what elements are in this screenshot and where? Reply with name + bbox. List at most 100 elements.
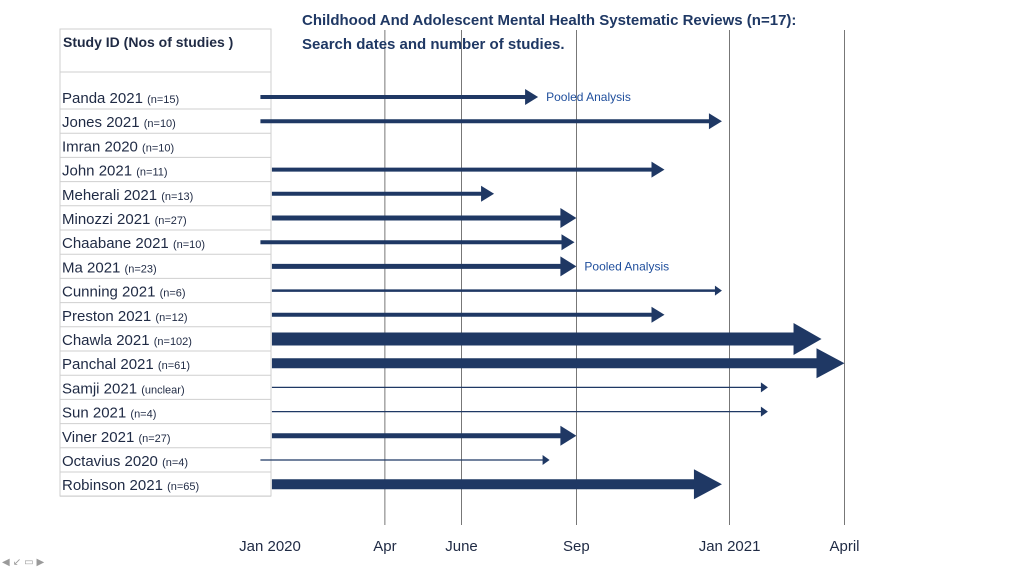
study-count: (n=15) [147,94,179,106]
slide-nav-toolbar: ◀ ↙ ▭ ▶ [2,558,44,568]
study-count: (n=4) [162,457,188,469]
study-label: Chaabane 2021 (n=10) [62,235,205,252]
arrow-head [542,455,550,465]
study-count: (n=65) [167,481,199,493]
study-count: (n=23) [125,263,157,275]
study-count: (n=102) [154,336,192,348]
study-label: Samji 2021 (unclear) [62,380,185,397]
study-name: Panda 2021 [62,90,147,107]
arrow-head [714,285,722,296]
study-arrow [271,161,665,178]
study-arrow [271,185,495,202]
study-arrow [260,455,550,465]
study-count: (n=10) [144,118,176,130]
study-count: (n=27) [138,433,170,445]
study-count: (n=4) [130,409,156,421]
x-tick-label: April [829,538,859,555]
study-arrows: Pooled Analysis Pooled Analysis [260,89,845,500]
study-count: (unclear) [141,384,184,396]
arrow-head [561,234,575,251]
study-name: Meherali 2021 [62,187,161,204]
x-tick-label: Jan 2021 [699,538,761,555]
slides-icon[interactable]: ▭ [24,557,34,568]
study-name: Sun 2021 [62,405,130,422]
study-label: Robinson 2021 (n=65) [62,477,199,494]
study-label: Ma 2021 (n=23) [62,259,157,276]
study-arrow [271,348,845,379]
study-count: (n=27) [155,215,187,227]
chart-subtitle: Search dates and number of studies. [302,36,565,53]
x-tick-label: Sep [563,538,590,555]
study-count: (n=10) [142,142,174,154]
study-name: Jones 2021 [62,114,144,131]
study-rows: Panda 2021 (n=15)Jones 2021 (n=10)Imran … [60,71,271,497]
arrow-head [760,406,768,417]
arrow-head [560,256,577,277]
study-arrow: Pooled Analysis [260,89,631,105]
study-label: John 2021 (n=11) [62,163,168,180]
x-axis-ticks: Jan 2020 Apr June Sep Jan 2021 April [239,538,859,555]
x-tick-label: Apr [373,538,396,555]
study-label: Minozzi 2021 (n=27) [62,211,187,228]
study-name: Ma 2021 [62,259,125,276]
x-tick-label: June [445,538,478,555]
study-name: Cunning 2021 [62,284,160,301]
arrow-head [816,348,845,379]
arrow-right-icon[interactable]: ▶ [36,557,45,568]
arrow-head [760,382,768,393]
study-count: (n=6) [160,288,186,300]
study-label: Octavius 2020 (n=4) [62,453,188,470]
study-name: Imran 2020 [62,138,142,155]
study-count: (n=12) [155,312,187,324]
study-name: Viner 2021 [62,429,138,446]
study-name: John 2021 [62,163,136,180]
study-label: Cunning 2021 (n=6) [62,284,186,301]
study-name: Octavius 2020 [62,453,162,470]
study-arrow [271,406,768,417]
study-arrow [271,285,722,296]
arrow-head [525,89,539,105]
table-header: Study ID (Nos of studies ) [63,34,233,50]
study-label: Panda 2021 (n=15) [62,90,179,107]
study-label: Panchal 2021 (n=61) [62,356,190,373]
study-arrow [271,469,722,500]
arrow-head [693,469,722,500]
study-arrow [271,306,665,323]
study-name: Panchal 2021 [62,356,158,373]
pooled-analysis-annotation: Pooled Analysis [546,90,631,104]
study-arrow [271,323,822,355]
study-arrow: Pooled Analysis [271,256,669,277]
study-name: Minozzi 2021 [62,211,155,228]
study-arrow [271,382,768,393]
arrow-head [708,113,722,130]
study-name: Chawla 2021 [62,332,154,349]
x-tick-label: Jan 2020 [239,538,301,555]
study-label: Preston 2021 (n=12) [62,308,188,325]
study-count: (n=10) [173,239,205,251]
study-arrow [260,234,575,251]
study-count: (n=13) [161,191,193,203]
arrow-left-icon[interactable]: ◀ [2,557,10,568]
chart-title: Childhood And Adolescent Mental Health S… [302,12,796,29]
study-name: Robinson 2021 [62,477,167,494]
grid-lines [384,30,845,525]
arrow-head [481,185,495,202]
pooled-analysis-annotation: Pooled Analysis [584,259,669,273]
back-icon[interactable]: ↙ [12,557,22,568]
arrow-head [651,306,665,323]
study-count: (n=11) [136,167,167,179]
arrow-head [560,425,577,446]
study-label: Sun 2021 (n=4) [62,405,156,422]
study-label: Chawla 2021 (n=102) [62,332,192,349]
study-name: Preston 2021 [62,308,155,325]
study-name: Chaabane 2021 [62,235,173,252]
study-label: Meherali 2021 (n=13) [62,187,193,204]
study-label: Jones 2021 (n=10) [62,114,176,131]
study-label: Viner 2021 (n=27) [62,429,171,446]
arrow-head [651,161,665,178]
study-arrow [271,208,577,228]
study-arrow [271,425,577,446]
study-name: Samji 2021 [62,380,141,397]
arrow-head [560,208,577,228]
